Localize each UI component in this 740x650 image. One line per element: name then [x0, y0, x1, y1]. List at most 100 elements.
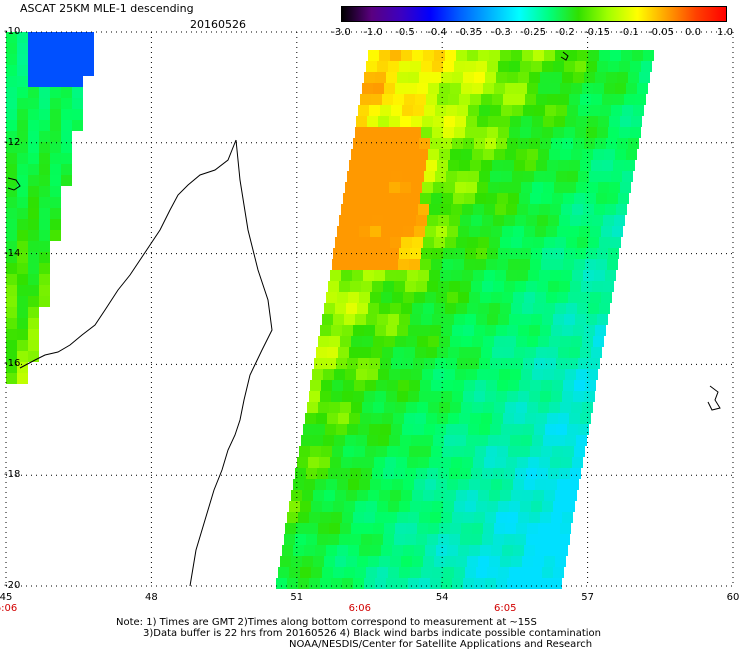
swath-cell [398, 193, 409, 204]
swath-cell [374, 204, 385, 215]
swath-cell [470, 347, 481, 358]
swath-cell [577, 303, 588, 314]
swath-cell [369, 171, 380, 182]
swath-cell [579, 226, 590, 237]
swath-cell [597, 61, 608, 72]
swath-cell [426, 413, 437, 424]
swath-cell [512, 424, 523, 435]
swath-cell [331, 325, 342, 336]
swath-cell [347, 424, 358, 435]
swath-cell [355, 248, 366, 259]
swath-cell [362, 336, 373, 347]
swath-cell [386, 391, 397, 402]
swath-cell [17, 175, 28, 186]
swath-cell [447, 292, 458, 303]
swath-cell [371, 413, 382, 424]
swath-cell [596, 259, 607, 270]
swath-cell [6, 153, 17, 164]
swath-cell [624, 160, 635, 171]
swath-cell [282, 545, 293, 556]
swath-cell [414, 226, 425, 237]
swath-cell [516, 149, 527, 160]
swath-cell [409, 259, 420, 270]
swath-cell [506, 204, 517, 215]
swath-cell [346, 556, 357, 567]
swath-cell [431, 446, 442, 457]
swath-cell [324, 303, 335, 314]
swath-cell [416, 468, 427, 479]
swath-cell [28, 54, 39, 65]
swath-cell [424, 424, 435, 435]
swath-cell [584, 391, 595, 402]
swath-cell [392, 479, 403, 490]
swath-cell [493, 281, 504, 292]
swath-cell [626, 149, 637, 160]
swath-cell [334, 369, 345, 380]
swath-cell [557, 226, 568, 237]
swath-cell [383, 281, 394, 292]
swath-cell [489, 50, 500, 61]
swath-cell [507, 325, 518, 336]
swath-cell [559, 281, 570, 292]
swath-cell [499, 435, 510, 446]
swath-cell [353, 325, 364, 336]
swath-cell [610, 50, 621, 61]
swath-cell [523, 358, 534, 369]
swath-cell [329, 523, 340, 534]
swath-cell [391, 105, 402, 116]
swath-cell [50, 219, 61, 230]
swath-cell [508, 380, 519, 391]
swath-cell [456, 237, 467, 248]
swath-cell [572, 204, 583, 215]
swath-cell [518, 72, 529, 83]
colorbar-label: 1.0 [717, 27, 733, 38]
swath-cell [541, 380, 552, 391]
swath-cell [344, 248, 355, 259]
swath-cell [450, 336, 461, 347]
swath-cell [330, 270, 341, 281]
swath-cell [367, 369, 378, 380]
swath-cell [396, 457, 407, 468]
swath-cell [373, 336, 384, 347]
swath-cell [394, 215, 405, 226]
swath-cell [358, 424, 369, 435]
swath-cell [356, 182, 367, 193]
swath-cell [593, 149, 604, 160]
swath-cell [330, 457, 341, 468]
swath-cell [499, 182, 510, 193]
swath-cell [425, 479, 436, 490]
swath-cell [291, 490, 302, 501]
swath-cell [493, 468, 504, 479]
swath-cell [357, 556, 368, 567]
swath-cell [452, 325, 463, 336]
swath-cell [567, 105, 578, 116]
swath-cell [497, 259, 508, 270]
swath-cell [560, 336, 571, 347]
swath-cell [548, 281, 559, 292]
swath-cell [6, 296, 17, 307]
swath-cell [395, 336, 406, 347]
swath-cell [28, 307, 39, 318]
longitude-tick-label: 51 [290, 592, 304, 603]
swath-cell [428, 336, 439, 347]
swath-cell [412, 50, 423, 61]
swath-cell [365, 193, 376, 204]
swath-cell [435, 105, 446, 116]
swath-cell [569, 160, 580, 171]
swath-cell [435, 171, 446, 182]
swath-cell [551, 72, 562, 83]
swath-cell [505, 402, 516, 413]
measurement-time-label: 6:06 [348, 603, 372, 614]
swath-cell [39, 241, 50, 252]
swath-cell [538, 149, 549, 160]
swath-cell [507, 138, 518, 149]
swath-cell [485, 325, 496, 336]
swath-cell [338, 413, 349, 424]
swath-cell [389, 182, 400, 193]
swath-cell [28, 65, 39, 76]
swath-cell [39, 164, 50, 175]
swath-cell [354, 193, 365, 204]
swath-cell [492, 160, 503, 171]
swath-cell [362, 83, 373, 94]
swath-cell [39, 153, 50, 164]
